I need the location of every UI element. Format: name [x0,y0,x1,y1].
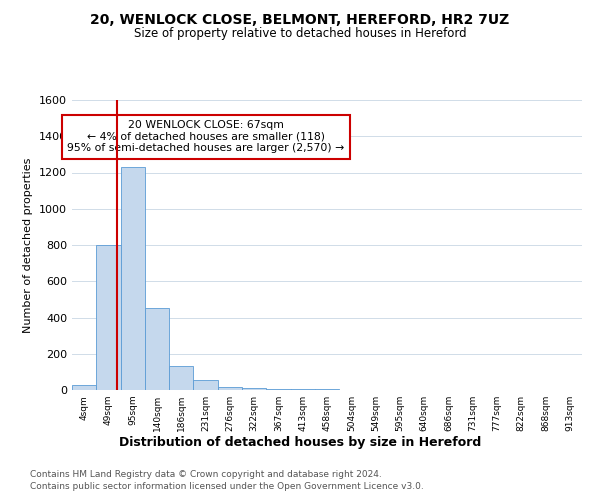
Text: 20 WENLOCK CLOSE: 67sqm
← 4% of detached houses are smaller (118)
95% of semi-de: 20 WENLOCK CLOSE: 67sqm ← 4% of detached… [67,120,344,153]
Bar [96,245,121,390]
Bar [145,308,169,390]
Bar [193,380,218,390]
Bar [218,386,242,390]
Text: 20, WENLOCK CLOSE, BELMONT, HEREFORD, HR2 7UZ: 20, WENLOCK CLOSE, BELMONT, HEREFORD, HR… [91,12,509,26]
Y-axis label: Number of detached properties: Number of detached properties [23,158,34,332]
Bar [169,366,193,390]
Bar [242,388,266,390]
Text: Size of property relative to detached houses in Hereford: Size of property relative to detached ho… [134,28,466,40]
Bar [290,388,315,390]
Bar [315,389,339,390]
Text: Distribution of detached houses by size in Hereford: Distribution of detached houses by size … [119,436,481,449]
Bar [266,389,290,390]
Bar [72,386,96,390]
Text: Contains public sector information licensed under the Open Government Licence v3: Contains public sector information licen… [30,482,424,491]
Bar [121,167,145,390]
Text: Contains HM Land Registry data © Crown copyright and database right 2024.: Contains HM Land Registry data © Crown c… [30,470,382,479]
